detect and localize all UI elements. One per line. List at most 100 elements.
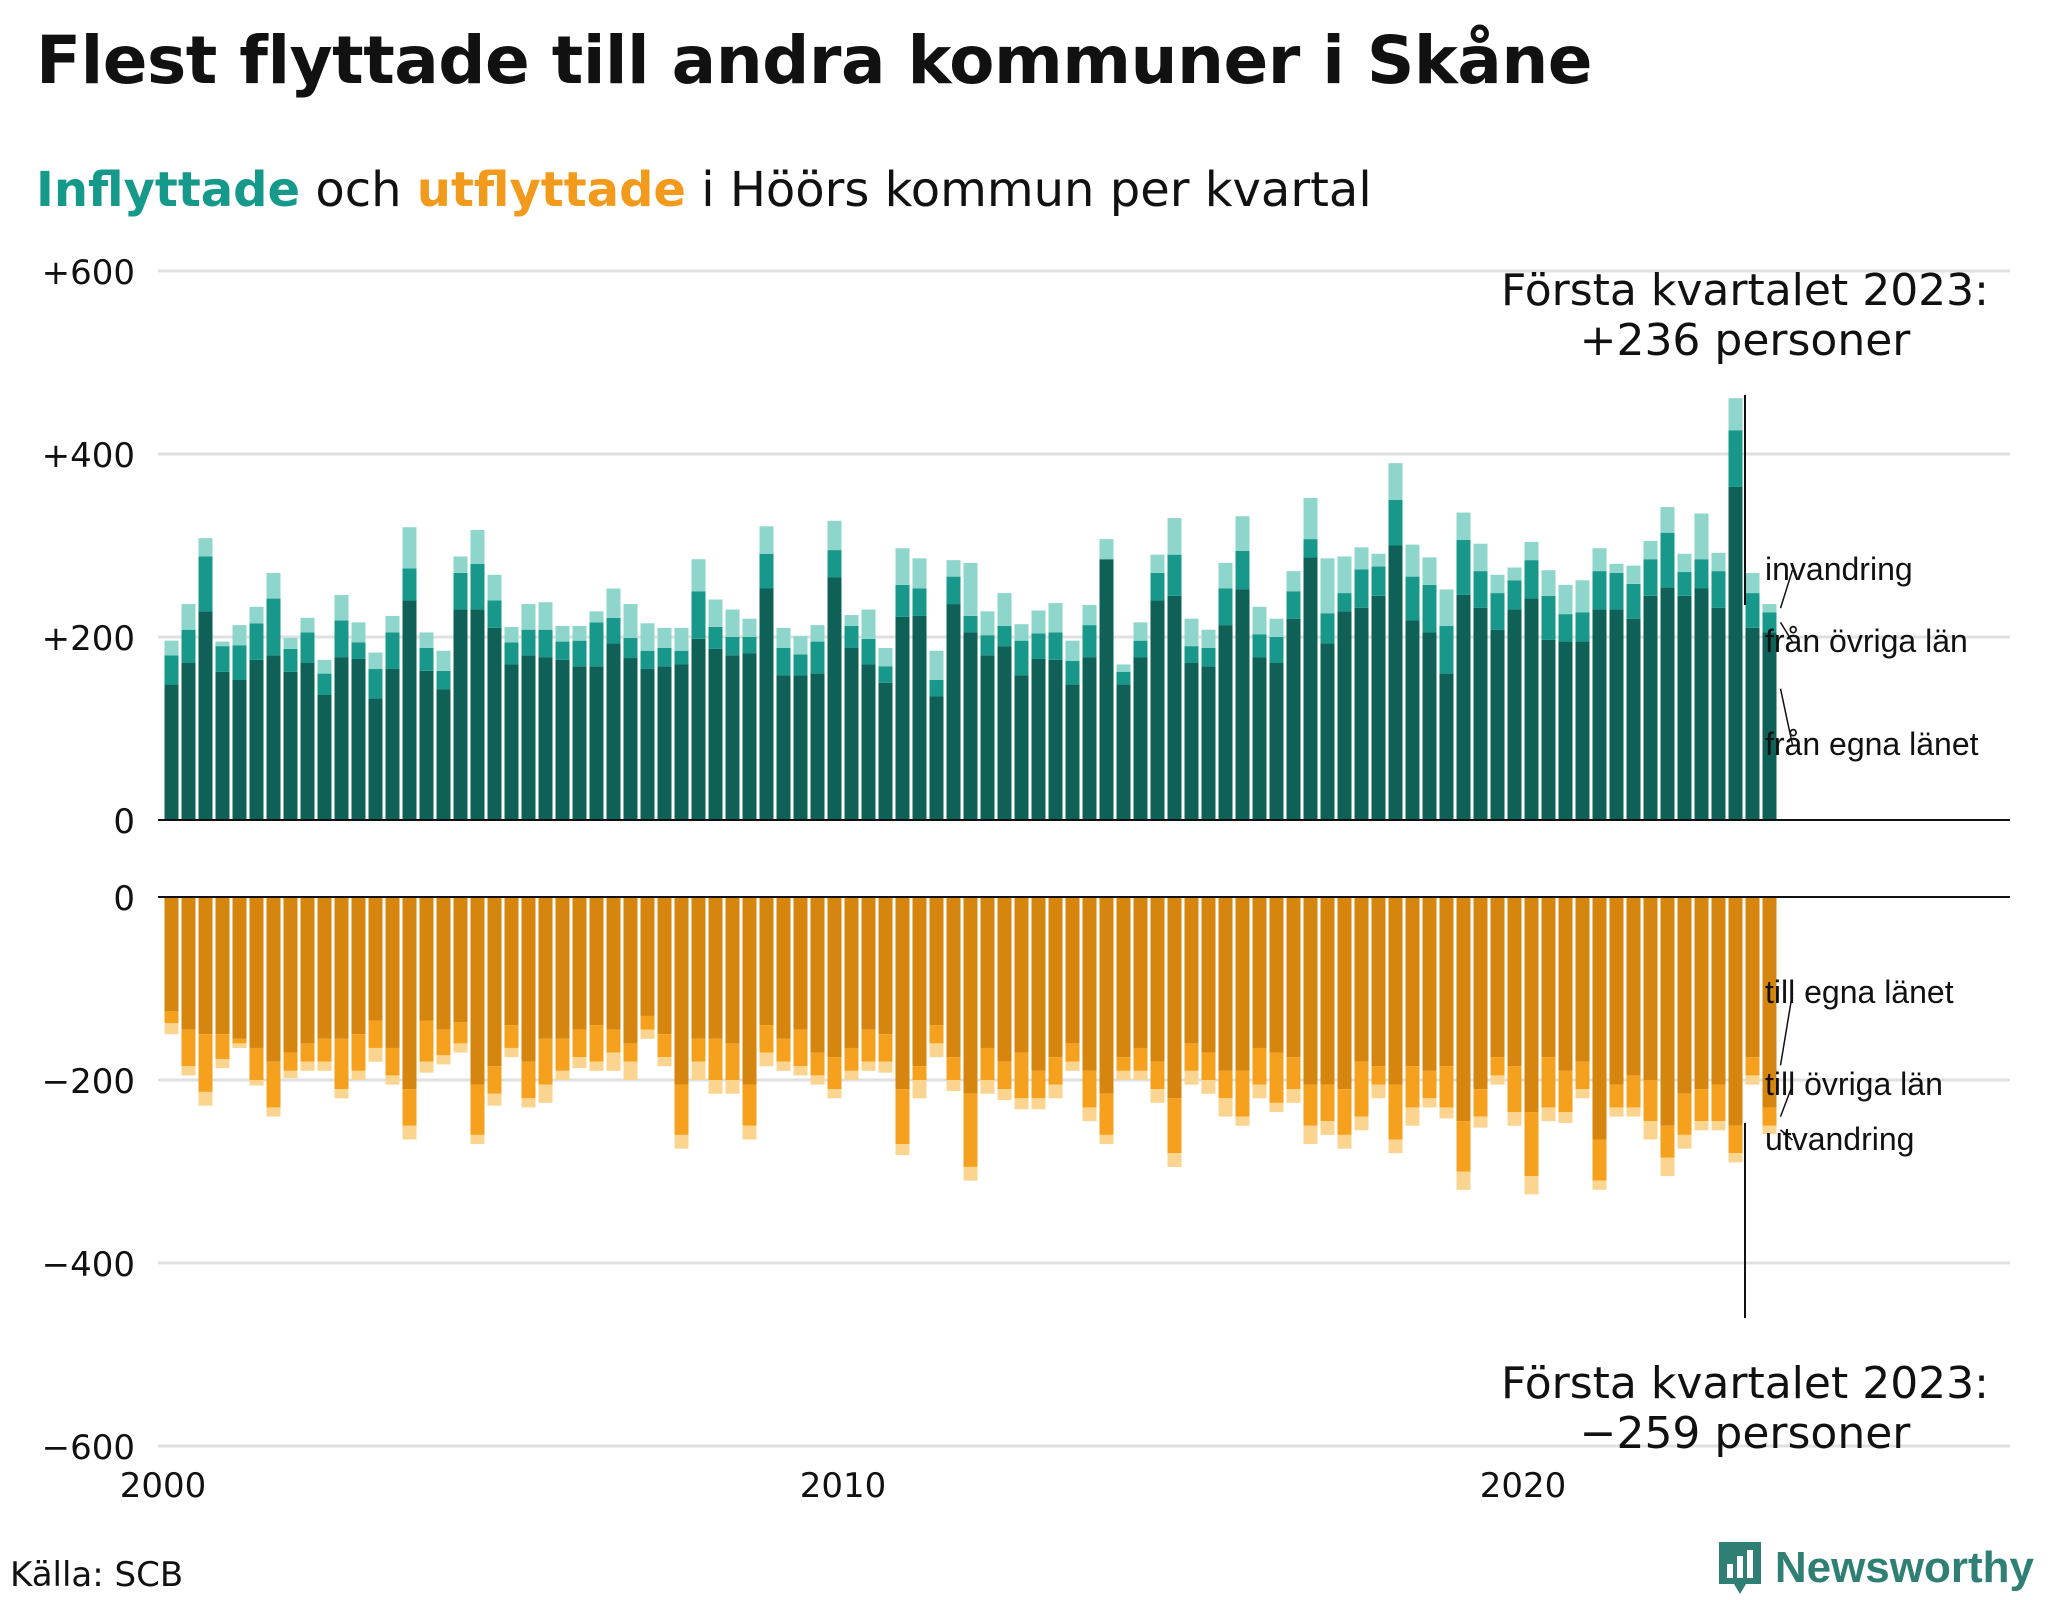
bar-in-egna-lanet [198, 611, 213, 820]
bar-in-ovriga-lan [402, 568, 417, 601]
bar-out-egna-lanet [1235, 897, 1250, 1071]
bar-in-ovriga-lan [1320, 613, 1335, 644]
bar-out-ovriga-lan [572, 1029, 587, 1058]
bar-in-ovriga-lan [1609, 572, 1624, 610]
bar-in-egna-lanet [1507, 609, 1522, 820]
bar-in-invandring [1048, 603, 1063, 633]
bar-out-utvandring [1575, 1089, 1590, 1099]
bar-out-utvandring [198, 1091, 213, 1106]
bar-in-ovriga-lan [640, 650, 655, 670]
bar-in-ovriga-lan [1388, 499, 1403, 546]
bar-out-egna-lanet [1439, 897, 1454, 1067]
bar-in-ovriga-lan [674, 650, 689, 665]
bar-out-ovriga-lan [538, 1038, 553, 1085]
bar-out-utvandring [606, 1052, 621, 1071]
bar-out-egna-lanet [1252, 897, 1267, 1048]
bar-out-utvandring [419, 1061, 434, 1073]
bar-in-egna-lanet [1218, 625, 1233, 821]
bar-in-ovriga-lan [742, 637, 757, 654]
bar-in-invandring [1558, 584, 1573, 615]
bar-out-egna-lanet [1303, 897, 1318, 1085]
bar-in-egna-lanet [623, 658, 638, 820]
bar-out-ovriga-lan [1643, 1080, 1658, 1122]
bar-in-invandring [1065, 640, 1080, 661]
bar-out-egna-lanet [657, 897, 672, 1035]
bar-in-invandring [1456, 512, 1471, 541]
bar-out-ovriga-lan [1422, 1070, 1437, 1099]
bar-in-egna-lanet [555, 659, 570, 821]
bar-in-invandring [708, 599, 723, 627]
bar-in-invandring [1252, 606, 1267, 635]
bar-in-ovriga-lan [1116, 671, 1131, 685]
bar-in-egna-lanet [1745, 627, 1760, 820]
series-label: från övriga län [1765, 623, 1968, 659]
bar-out-ovriga-lan [1235, 1070, 1250, 1117]
bar-in-ovriga-lan [963, 615, 978, 633]
bar-out-ovriga-lan [1524, 1112, 1539, 1177]
bar-out-ovriga-lan [980, 1047, 995, 1080]
bar-out-ovriga-lan [181, 1029, 196, 1067]
bar-out-ovriga-lan [1150, 1061, 1165, 1090]
bar-in-egna-lanet [385, 669, 400, 820]
bar-out-utvandring [1031, 1098, 1046, 1110]
bar-out-ovriga-lan [521, 1061, 536, 1099]
bar-out-utvandring [555, 1070, 570, 1080]
bar-out-utvandring [1269, 1102, 1284, 1113]
bar-out-egna-lanet [504, 897, 519, 1026]
bar-in-ovriga-lan [1031, 633, 1046, 659]
bar-in-ovriga-lan [232, 645, 247, 681]
bar-in-invandring [1439, 589, 1454, 627]
bar-out-egna-lanet [1184, 897, 1199, 1044]
bar-in-egna-lanet [1694, 588, 1709, 820]
bar-out-utvandring [215, 1058, 230, 1069]
brand: Newsworthy [1715, 1538, 2034, 1598]
bar-in-invandring [759, 526, 774, 554]
bar-out-utvandring [1660, 1157, 1675, 1177]
bar-out-utvandring [980, 1080, 995, 1094]
label-leader-line [1779, 992, 1794, 1066]
bar-in-egna-lanet [453, 609, 468, 820]
bar-in-egna-lanet [1150, 600, 1165, 820]
bar-out-ovriga-lan [1626, 1075, 1641, 1108]
bar-out-utvandring [1337, 1134, 1352, 1149]
bar-out-utvandring [1388, 1139, 1403, 1154]
bar-out-utvandring [1184, 1070, 1199, 1085]
bar-out-egna-lanet [793, 897, 808, 1030]
annotation-bottom-line2: −259 personer [1580, 1408, 1912, 1459]
bar-in-invandring [198, 538, 213, 557]
bar-out-utvandring [1694, 1121, 1709, 1131]
bar-out-egna-lanet [572, 897, 587, 1030]
bar-out-egna-lanet [334, 897, 349, 1039]
bar-out-egna-lanet [164, 897, 179, 1012]
bar-in-ovriga-lan [249, 623, 264, 660]
bar-in-invandring [1626, 565, 1641, 584]
bar-out-ovriga-lan [1252, 1047, 1267, 1085]
source-note: Källa: SCB [10, 1555, 184, 1595]
bar-out-utvandring [1133, 1070, 1148, 1080]
bar-out-egna-lanet [1728, 897, 1743, 1126]
bar-out-utvandring [402, 1125, 417, 1140]
bar-out-ovriga-lan [453, 1022, 468, 1044]
y-tick-label: −200 [42, 1062, 135, 1102]
bar-out-ovriga-lan [759, 1025, 774, 1053]
bar-in-invandring [317, 659, 332, 674]
bar-out-utvandring [181, 1066, 196, 1076]
bar-out-ovriga-lan [1099, 1093, 1114, 1135]
x-tick-label: 2020 [1480, 1466, 1567, 1506]
bar-out-utvandring [657, 1057, 672, 1067]
bar-in-invandring [1388, 463, 1403, 500]
bar-in-ovriga-lan [861, 638, 876, 665]
bar-out-utvandring [521, 1098, 536, 1108]
bar-in-invandring [1235, 516, 1250, 551]
bar-out-utvandring [1235, 1116, 1250, 1126]
bar-out-utvandring [504, 1047, 519, 1058]
bar-out-egna-lanet [861, 897, 876, 1030]
bar-out-ovriga-lan [640, 1015, 655, 1030]
bar-in-egna-lanet [1167, 595, 1182, 821]
bar-in-ovriga-lan [878, 666, 893, 683]
bar-in-invandring [1524, 541, 1539, 561]
bar-in-invandring [385, 615, 400, 633]
bar-out-utvandring [1456, 1171, 1471, 1190]
bar-out-egna-lanet [1694, 897, 1709, 1090]
bar-out-ovriga-lan [215, 1034, 230, 1059]
